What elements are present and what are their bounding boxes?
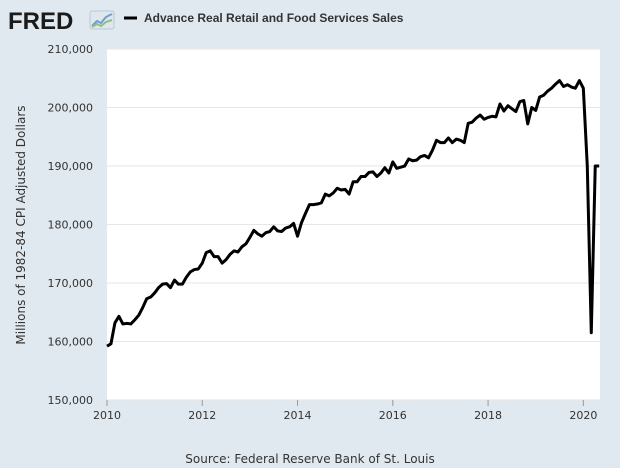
- legend: Advance Real Retail and Food Services Sa…: [124, 11, 404, 25]
- fred-logo-icon: [89, 10, 115, 30]
- y-axis-ticks: 150,000 160,000 170,000 180,000 190,000 200,0…: [48, 43, 94, 407]
- x-tick-label: 2018: [474, 409, 502, 422]
- x-tick-label: 2010: [93, 409, 121, 422]
- fred-logo[interactable]: FRED: [8, 8, 115, 35]
- x-tick-label: 2014: [284, 409, 312, 422]
- x-tick-label: 2012: [188, 409, 216, 422]
- y-tick-label: 210,000: [48, 43, 94, 56]
- y-tick-label: 190,000: [48, 160, 94, 173]
- x-axis-ticks: 2010 2012 2014 2016 2018 2020: [93, 400, 597, 422]
- y-tick-label: 160,000: [48, 336, 94, 349]
- source-note: Source: Federal Reserve Bank of St. Loui…: [185, 452, 434, 466]
- y-tick-label: 150,000: [48, 394, 94, 407]
- fred-logo-text: FRED: [8, 8, 73, 35]
- x-tick-label: 2016: [379, 409, 407, 422]
- y-tick-label: 200,000: [48, 102, 94, 115]
- x-tick-label: 2020: [569, 409, 597, 422]
- y-tick-label: 170,000: [48, 277, 94, 290]
- series-line-retail-sales: [106, 79, 600, 348]
- y-axis-title: Millions of 1982-84 CPI Adjusted Dollars: [14, 105, 28, 344]
- y-tick-label: 180,000: [48, 219, 94, 232]
- legend-label: Advance Real Retail and Food Services Sa…: [144, 11, 404, 25]
